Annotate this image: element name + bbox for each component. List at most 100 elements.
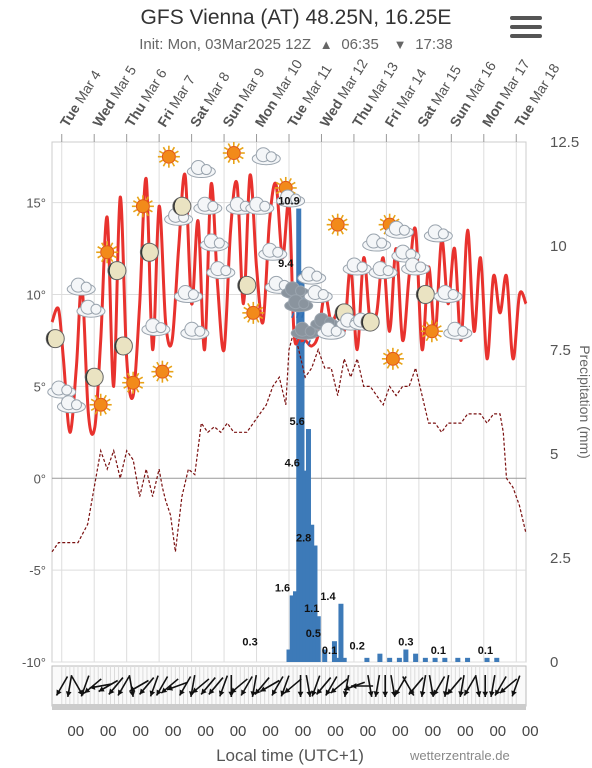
cloud-icon — [47, 380, 77, 399]
sun-icon — [222, 142, 245, 165]
sun-ray — [106, 407, 111, 411]
cloud-puff — [213, 237, 225, 249]
rain-drop — [291, 312, 295, 318]
cloud-icon — [433, 285, 463, 304]
wind-arrow — [250, 675, 258, 697]
hour-label: 00 — [197, 723, 214, 740]
sun-ray — [171, 146, 176, 152]
date-day: Mar 9 — [235, 65, 268, 104]
credits-link[interactable]: wetterzentrale.de — [410, 748, 510, 763]
wind-arrow — [382, 675, 389, 697]
dewpoint-line — [51, 328, 527, 553]
sunrise-time: 06:35 — [341, 36, 379, 53]
sun-ray — [256, 318, 260, 323]
sun-ray — [162, 162, 167, 167]
precip-value-label: 5.6 — [289, 416, 304, 428]
sun-disc — [135, 199, 150, 214]
cloud-puff — [447, 289, 459, 301]
sun-ray — [239, 146, 244, 151]
cloud-icon — [342, 257, 372, 276]
wind-arrow-head — [344, 685, 351, 691]
hour-label: 00 — [392, 723, 409, 740]
cloud-puff — [398, 224, 410, 236]
wind-arrow-head — [139, 688, 146, 695]
sun-disc — [246, 305, 261, 320]
wind-arrow-head — [284, 687, 291, 694]
wind-arrow — [283, 678, 302, 694]
wind-arrow-head — [129, 686, 136, 692]
sun-ray — [135, 372, 140, 378]
sun-ray — [165, 361, 169, 367]
wind-arrow — [367, 675, 374, 697]
cloud-puff — [80, 281, 92, 293]
precip-bar — [322, 649, 328, 662]
wind-arrow-head — [330, 687, 337, 694]
wind-arrow-head — [395, 689, 401, 696]
moon-disc — [45, 329, 65, 349]
precip-bar — [315, 616, 321, 662]
wind-arrow — [311, 675, 321, 697]
wind-arrow — [342, 675, 350, 697]
wind-arrow — [305, 675, 313, 697]
precip-bar — [312, 545, 318, 662]
cloud-icon — [199, 233, 229, 252]
precip-bar — [341, 657, 347, 662]
precip-bar — [403, 649, 409, 662]
sun-ray — [379, 227, 384, 231]
x-axis-label: Local time (UTC+1) — [216, 746, 364, 765]
sun-icon — [122, 371, 145, 394]
sun-disc — [155, 364, 170, 379]
precip-bar — [422, 657, 428, 662]
hour-label: 00 — [327, 723, 344, 740]
rain-drop — [307, 339, 311, 346]
sun-ray — [152, 365, 157, 369]
wind-arrow — [280, 675, 290, 697]
precip-bar — [299, 270, 305, 662]
hour-label: 00 — [489, 723, 506, 740]
sun-ray — [437, 334, 442, 338]
wind-arrow-head — [458, 691, 464, 697]
precip-value-label: 0.3 — [242, 637, 257, 649]
wind-arrow-head — [511, 690, 517, 697]
sun-ray — [382, 361, 388, 366]
sun-ray — [421, 325, 427, 329]
sun-ray — [138, 385, 144, 389]
precip-bar — [387, 657, 393, 662]
sun-ray — [138, 376, 144, 380]
wind-arrow — [315, 677, 332, 695]
wind-arrow — [166, 681, 189, 691]
sun-ray — [126, 388, 131, 393]
wind-arrow-head — [218, 690, 225, 697]
sun-ray — [421, 334, 427, 338]
moon-disc — [172, 196, 192, 216]
sun-ray — [126, 372, 131, 378]
sun-ray — [136, 196, 141, 201]
cloud-icon — [401, 257, 431, 276]
wind-arrow — [80, 675, 90, 697]
y-tick-label: 5° — [34, 379, 46, 394]
hour-label: 00 — [425, 723, 442, 740]
sun-ray — [327, 227, 333, 231]
date-day: Mar 8 — [200, 69, 233, 108]
init-text: Init: Mon, 03Mar2025 12Z — [139, 36, 311, 53]
cloud-icon — [180, 321, 210, 340]
cloud-icon — [276, 189, 306, 208]
menu-icon[interactable] — [510, 16, 542, 40]
wind-arrow — [446, 677, 463, 695]
precip-bar — [309, 524, 315, 662]
moon-shadow — [361, 313, 369, 331]
sun-ray — [148, 200, 153, 204]
sun-icon — [96, 241, 119, 264]
cloud-icon — [193, 196, 223, 215]
wind-arrow-head — [65, 691, 72, 697]
sun-ray — [103, 394, 107, 400]
wind-arrow — [117, 676, 130, 696]
precip-bar — [484, 657, 490, 662]
moon-icon — [360, 312, 380, 332]
wind-arrow — [458, 675, 465, 697]
sun-ray — [132, 200, 138, 204]
sunrise-icon: ▲ — [319, 37, 333, 52]
cloud-puff — [382, 265, 394, 277]
cloud-icon — [76, 299, 106, 318]
